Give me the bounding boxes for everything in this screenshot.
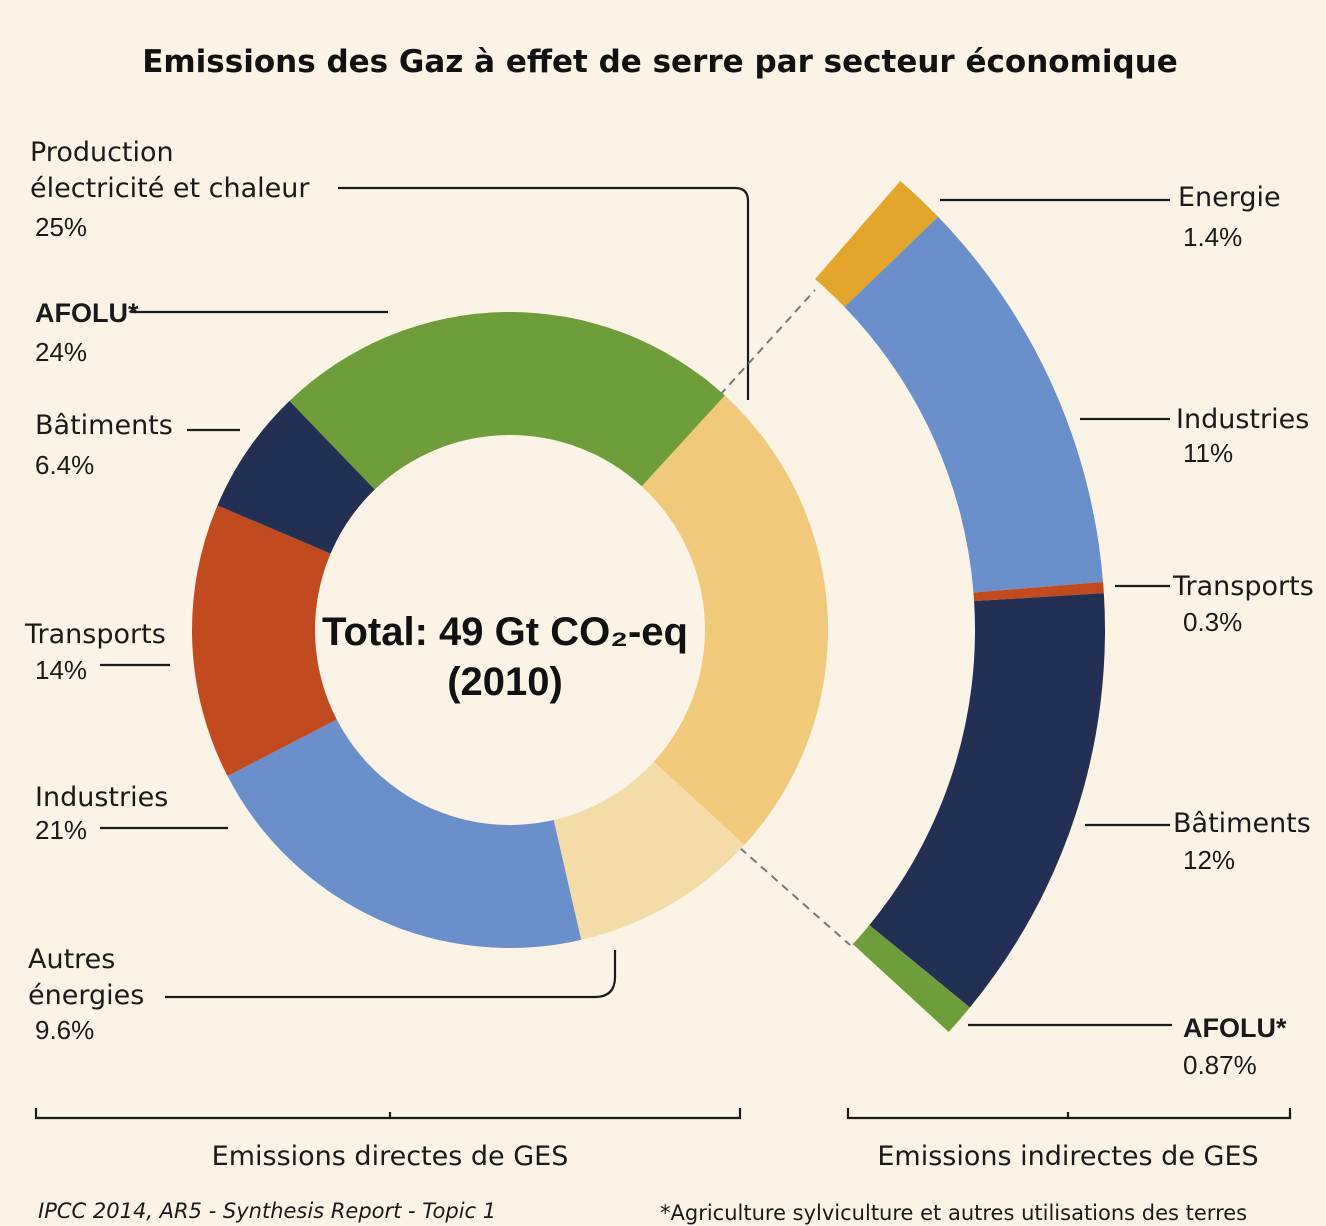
arc-segment [869, 593, 1105, 1008]
bracket [34, 1108, 742, 1120]
connector [719, 289, 851, 946]
category-label: Industries [1176, 404, 1310, 435]
category-label: Transports [25, 619, 166, 650]
footnote: *Agriculture sylviculture et autres util… [660, 1201, 1247, 1225]
value-label: 21% [35, 815, 88, 845]
arc-segment [852, 925, 970, 1032]
value-label: 0.3% [1183, 607, 1243, 637]
leader-line [165, 950, 617, 999]
value-label: 25% [35, 212, 88, 242]
category-label: AFOLU* [1183, 1013, 1287, 1043]
value-label: 11% [1183, 438, 1234, 468]
category-label: Bâtiments [35, 410, 173, 441]
donut-slice [227, 719, 582, 949]
value-label: 24% [35, 337, 88, 367]
donut-slice [191, 505, 337, 777]
category-label: Autres énergies [28, 944, 145, 1011]
arc-segment [815, 180, 939, 308]
value-label: 1.4% [1183, 222, 1243, 252]
source: IPCC 2014, AR5 - Synthesis Report - Topi… [38, 1199, 496, 1223]
group-label: Emissions directes de GES [212, 1141, 569, 1172]
value-label: 9.6% [35, 1015, 95, 1045]
bracket [846, 1108, 1292, 1120]
donut-slice [217, 400, 375, 554]
category-label: Transports [1173, 571, 1314, 602]
category-label: AFOLU* [35, 298, 139, 328]
category-label: Production électricité et chaleur [30, 137, 310, 204]
value-label: 12% [1183, 845, 1236, 875]
donut-slice [641, 395, 828, 845]
arc-segment [844, 216, 1104, 593]
leader-line [338, 186, 750, 400]
category-label: Energie [1178, 182, 1281, 213]
donut-slice [553, 761, 745, 940]
chart-title: Emissions des Gaz à effet de serre par s… [142, 44, 1178, 80]
arc-segment [973, 581, 1104, 602]
value-label: 14% [35, 655, 88, 685]
category-label: Bâtiments [1173, 808, 1311, 839]
group-label: Emissions indirectes de GES [877, 1141, 1258, 1172]
leaders [34, 186, 1292, 1120]
value-label: 6.4% [35, 450, 95, 480]
value-label: 0.87% [1183, 1050, 1257, 1080]
donut-slice [289, 312, 725, 490]
center-label: (2010) [447, 660, 563, 704]
category-label: Industries [35, 782, 169, 813]
center-label: Total: 49 Gt CO₂-eq [322, 610, 688, 654]
